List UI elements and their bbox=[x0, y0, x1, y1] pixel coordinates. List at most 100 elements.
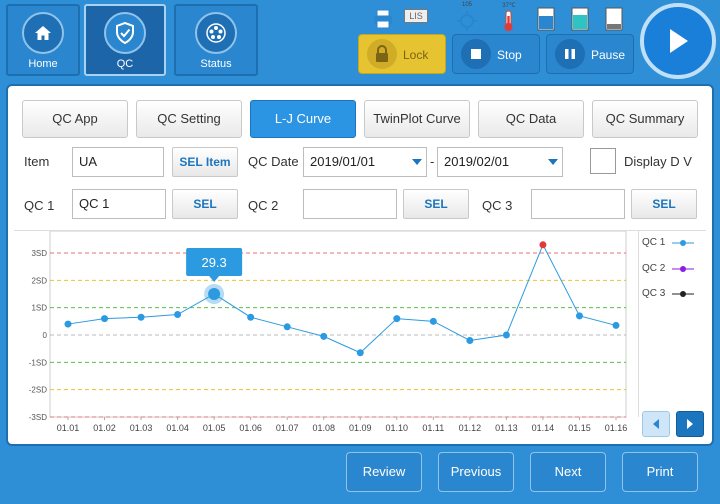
legend-qc1-label: QC 1 bbox=[642, 237, 666, 248]
y-tick-label: -1SD bbox=[29, 358, 47, 367]
date-to-value: 2019/02/01 bbox=[444, 154, 510, 169]
x-tick-label: 01.09 bbox=[349, 423, 372, 433]
chart-prev-page-button[interactable] bbox=[642, 411, 670, 437]
status-icons: LIS 105 37℃ bbox=[370, 2, 640, 32]
x-tick-label: 01.03 bbox=[130, 423, 153, 433]
series-line bbox=[67, 243, 617, 354]
printer-icon bbox=[372, 2, 396, 32]
shield-check-icon bbox=[104, 12, 146, 54]
display-dv-label: Display D V bbox=[624, 154, 692, 169]
stop-label: Stop bbox=[497, 48, 522, 62]
nav-status-label: Status bbox=[200, 58, 232, 70]
pause-icon bbox=[555, 39, 585, 69]
tab-qc-data[interactable]: QC Data bbox=[478, 100, 584, 138]
reagent-temp-icon bbox=[456, 2, 480, 32]
tooltip-pointer bbox=[209, 276, 220, 282]
pause-label: Pause bbox=[591, 48, 626, 62]
value-tooltip bbox=[186, 248, 243, 276]
qc3-label: QC 3 bbox=[482, 198, 513, 213]
data-point bbox=[247, 313, 255, 321]
stop-icon bbox=[461, 39, 491, 69]
legend-qc1: QC 1 bbox=[642, 237, 694, 248]
tab-qc-summary[interactable]: QC Summary bbox=[592, 100, 698, 138]
item-field[interactable]: UA bbox=[72, 147, 164, 177]
run-button[interactable] bbox=[640, 3, 716, 79]
print-button[interactable]: Print bbox=[622, 452, 698, 492]
qc2-sel-button[interactable]: SEL bbox=[403, 189, 469, 219]
date-from-select[interactable]: 2019/01/01 bbox=[303, 147, 427, 177]
data-point bbox=[612, 321, 620, 329]
data-point bbox=[174, 311, 182, 318]
qc1-field[interactable]: QC 1 bbox=[72, 189, 166, 219]
y-tick-label: 1SD bbox=[31, 304, 47, 313]
qc1-sel-button[interactable]: SEL bbox=[172, 189, 238, 219]
x-tick-label: 01.12 bbox=[459, 423, 482, 433]
qc1-label: QC 1 bbox=[24, 198, 55, 213]
y-tick-label: 2SD bbox=[31, 276, 47, 285]
x-tick-label: 01.01 bbox=[57, 423, 80, 433]
x-tick-label: 01.02 bbox=[93, 423, 116, 433]
x-tick-label: 01.14 bbox=[532, 423, 555, 433]
tooltip-value: 29.3 bbox=[201, 255, 226, 270]
legend-qc1-marker bbox=[672, 240, 694, 246]
x-tick-label: 01.04 bbox=[166, 423, 189, 433]
x-tick-label: 01.16 bbox=[605, 423, 628, 433]
data-point bbox=[429, 317, 437, 325]
qc3-field[interactable] bbox=[531, 189, 625, 219]
nav-qc-label: QC bbox=[116, 58, 134, 70]
qc-date-label: QC Date bbox=[248, 154, 299, 169]
water-tank-icon bbox=[536, 2, 560, 32]
data-point bbox=[64, 320, 72, 328]
temp1-label: 105 bbox=[461, 2, 472, 8]
sel-item-button[interactable]: SEL Item bbox=[172, 147, 238, 177]
data-point bbox=[356, 349, 364, 357]
tab-qc-app[interactable]: QC App bbox=[22, 100, 128, 138]
legend-qc2: QC 2 bbox=[642, 263, 694, 274]
waste-tank-icon bbox=[604, 2, 628, 32]
x-tick-label: 01.15 bbox=[568, 423, 591, 433]
lj-curve-chart: 3SD 2SD 1SD 0 -1SD -2SD -3SD 01.01 01.02 01.03 01.… bbox=[29, 230, 628, 433]
nav-home-label: Home bbox=[28, 58, 58, 70]
tab-twinplot-curve[interactable]: TwinPlot Curve bbox=[364, 100, 470, 138]
home-icon bbox=[22, 12, 64, 54]
y-tick-label: -3SD bbox=[29, 413, 47, 422]
nav-qc-button[interactable]: QC bbox=[84, 4, 166, 76]
qc3-sel-button[interactable]: SEL bbox=[631, 189, 697, 219]
lock-button[interactable]: Lock bbox=[358, 34, 446, 74]
nav-status-button[interactable]: Status bbox=[174, 4, 258, 76]
data-point bbox=[320, 332, 328, 340]
tab-qc-setting[interactable]: QC Setting bbox=[136, 100, 242, 138]
tab-lj-curve[interactable]: L-J Curve bbox=[250, 100, 356, 138]
x-tick-label: 01.10 bbox=[386, 423, 409, 433]
next-button[interactable]: Next bbox=[530, 452, 606, 492]
chart-next-page-button[interactable] bbox=[676, 411, 704, 437]
temp2-label: 37℃ bbox=[502, 3, 516, 9]
chevron-down-icon bbox=[412, 159, 422, 165]
review-button[interactable]: Review bbox=[346, 452, 422, 492]
legend-qc2-label: QC 2 bbox=[642, 263, 666, 274]
main-panel: QC App QC Setting L-J Curve TwinPlot Cur… bbox=[6, 84, 714, 446]
data-point bbox=[208, 288, 221, 300]
date-to-select[interactable]: 2019/02/01 bbox=[437, 147, 563, 177]
display-dv-checkbox[interactable] bbox=[590, 148, 616, 174]
x-tick-label: 01.07 bbox=[276, 423, 299, 433]
data-point bbox=[466, 336, 474, 344]
outlier-point bbox=[539, 241, 547, 249]
legend-divider bbox=[638, 231, 639, 417]
date-from-value: 2019/01/01 bbox=[310, 154, 376, 169]
lis-icon: LIS bbox=[404, 2, 428, 32]
nav-home-button[interactable]: Home bbox=[6, 4, 80, 76]
thermometer-icon bbox=[498, 2, 522, 32]
pause-button[interactable]: Pause bbox=[546, 34, 634, 74]
qc2-field[interactable] bbox=[303, 189, 397, 219]
y-tick-label: 3SD bbox=[31, 249, 47, 258]
legend-qc2-marker bbox=[672, 266, 694, 272]
triangle-right-icon bbox=[687, 419, 693, 429]
previous-button[interactable]: Previous bbox=[438, 452, 514, 492]
top-bar: Home QC Status LIS 105 37℃ bbox=[0, 0, 720, 82]
legend-qc3-label: QC 3 bbox=[642, 288, 666, 299]
qc2-label: QC 2 bbox=[248, 198, 279, 213]
x-tick-label: 01.11 bbox=[422, 423, 444, 433]
stop-button[interactable]: Stop bbox=[452, 34, 540, 74]
triangle-left-icon bbox=[653, 419, 659, 429]
